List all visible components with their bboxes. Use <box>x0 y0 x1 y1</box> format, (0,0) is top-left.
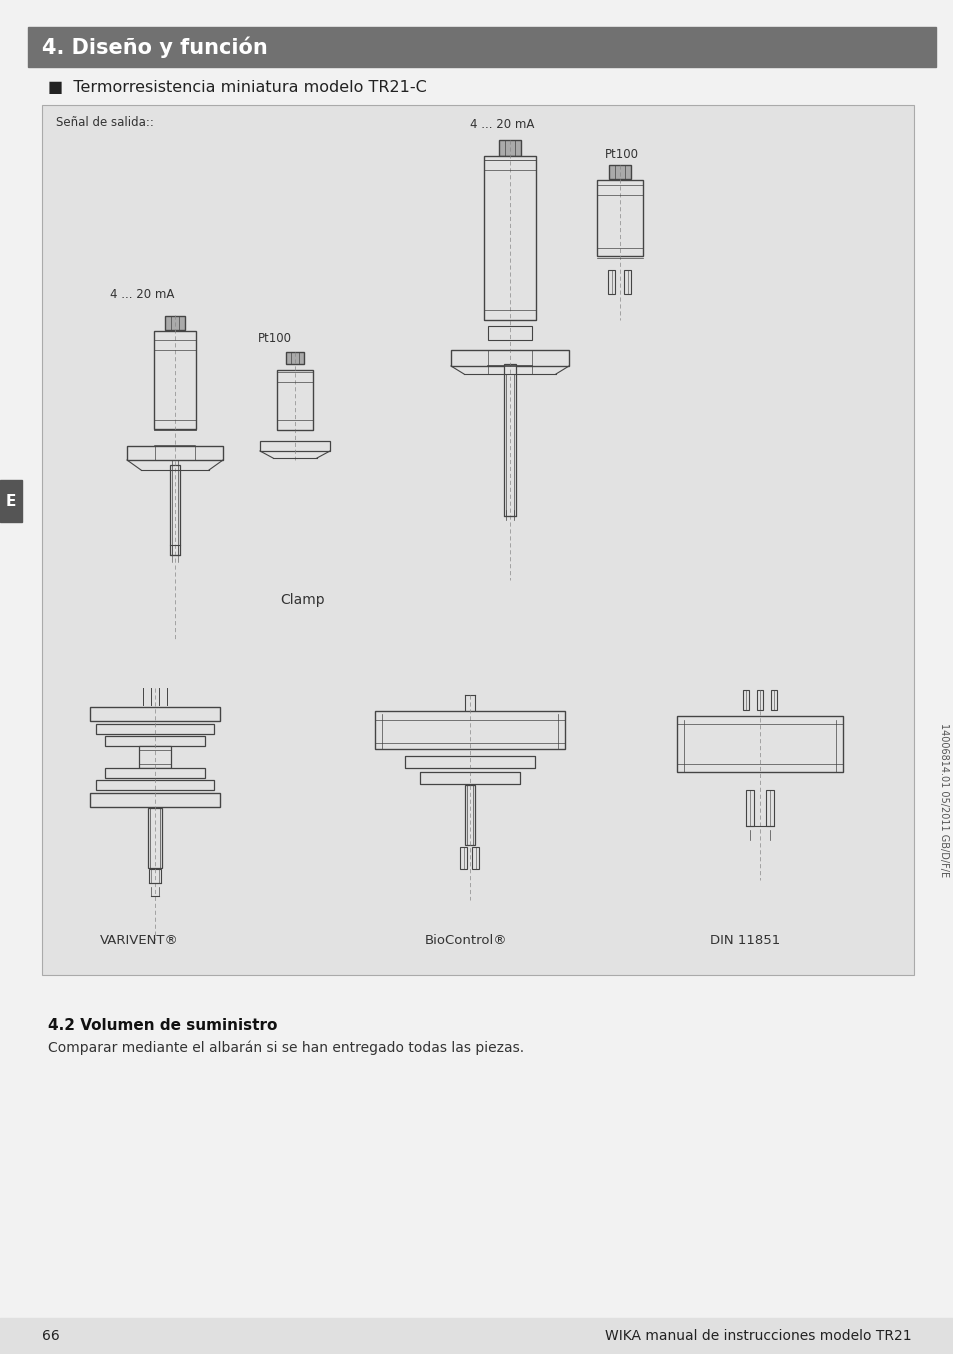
Bar <box>460 848 467 869</box>
Bar <box>405 756 535 768</box>
Bar <box>105 737 205 746</box>
Bar <box>757 691 762 709</box>
Bar <box>260 441 330 451</box>
Bar <box>127 445 223 460</box>
Bar <box>419 772 519 784</box>
Bar <box>488 326 532 340</box>
Bar <box>0 481 22 523</box>
Bar <box>165 315 185 330</box>
Bar <box>0 1317 953 1354</box>
Bar <box>472 848 479 869</box>
Text: BioControl®: BioControl® <box>424 933 507 946</box>
Text: DIN 11851: DIN 11851 <box>709 933 780 946</box>
Text: WIKA manual de instrucciones modelo TR21: WIKA manual de instrucciones modelo TR21 <box>605 1330 911 1343</box>
Bar <box>503 364 516 516</box>
Bar <box>276 370 313 431</box>
Text: Comparar mediante el albarán si se han entregado todas las piezas.: Comparar mediante el albarán si se han e… <box>48 1041 523 1055</box>
Bar <box>375 711 564 749</box>
Bar <box>483 156 536 320</box>
Bar <box>745 789 753 826</box>
Bar <box>624 269 631 294</box>
Bar <box>170 464 180 555</box>
Bar <box>597 180 642 256</box>
Bar <box>28 27 935 66</box>
Text: 66: 66 <box>42 1330 60 1343</box>
Text: 4 ... 20 mA: 4 ... 20 mA <box>470 119 534 131</box>
Text: Señal de salida::: Señal de salida:: <box>56 116 153 130</box>
Text: VARIVENT®: VARIVENT® <box>100 933 179 946</box>
Bar <box>286 352 304 364</box>
Bar <box>608 165 630 179</box>
Bar <box>451 349 568 366</box>
Text: 4. Diseño y función: 4. Diseño y función <box>42 37 268 58</box>
Text: E: E <box>6 493 16 509</box>
Bar <box>464 785 475 845</box>
Bar <box>742 691 748 709</box>
Text: 14006814.01 05/2011 GB/D/F/E: 14006814.01 05/2011 GB/D/F/E <box>938 723 948 877</box>
Bar <box>153 330 195 429</box>
Text: ■  Termorresistencia miniatura modelo TR21-C: ■ Termorresistencia miniatura modelo TR2… <box>48 80 426 96</box>
Bar <box>148 808 162 868</box>
Bar <box>498 139 520 156</box>
Bar <box>42 106 913 975</box>
Bar <box>677 716 842 772</box>
Bar <box>139 746 171 768</box>
Bar <box>770 691 776 709</box>
Bar <box>608 269 615 294</box>
Bar <box>105 768 205 779</box>
Bar <box>765 789 773 826</box>
Bar <box>96 780 213 789</box>
Bar <box>90 793 220 807</box>
Text: Clamp: Clamp <box>280 593 324 607</box>
Bar <box>149 869 161 883</box>
Bar <box>96 724 213 734</box>
Text: 4.2 Volumen de suministro: 4.2 Volumen de suministro <box>48 1017 277 1033</box>
Text: Pt100: Pt100 <box>257 332 292 344</box>
Bar <box>90 707 220 720</box>
Text: Pt100: Pt100 <box>604 149 639 161</box>
Text: 4 ... 20 mA: 4 ... 20 mA <box>110 288 174 302</box>
